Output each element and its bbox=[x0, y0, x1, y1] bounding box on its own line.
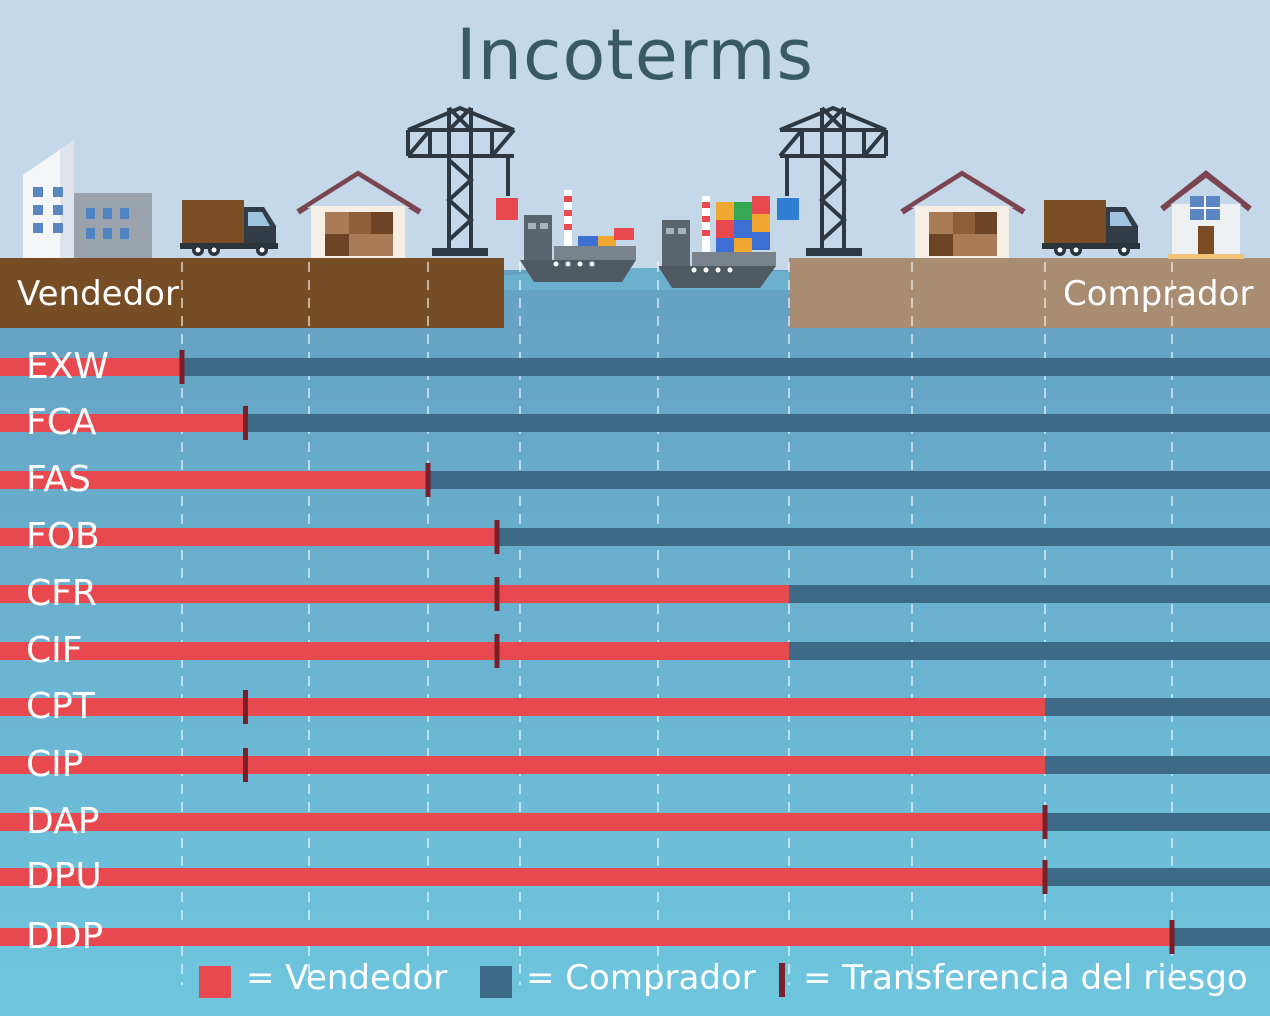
risk-transfer-marker bbox=[494, 520, 500, 554]
incoterm-label-cfr: CFR bbox=[26, 573, 97, 614]
seller-bar bbox=[0, 868, 1045, 886]
office-building-icon bbox=[23, 140, 152, 258]
incoterm-label-fob: FOB bbox=[26, 516, 100, 557]
risk-transfer-marker bbox=[179, 350, 185, 384]
seller-bar bbox=[0, 358, 182, 376]
risk-transfer-marker bbox=[243, 690, 248, 724]
incoterm-label-dpu: DPU bbox=[26, 856, 102, 897]
truck-icon bbox=[1042, 200, 1140, 256]
buyer-label: Comprador bbox=[1063, 274, 1254, 314]
seller-bar bbox=[0, 528, 497, 546]
legend-seller-label: = Vendedor bbox=[246, 958, 448, 998]
seller-bar bbox=[0, 928, 1172, 946]
port-crane-icon bbox=[778, 105, 888, 256]
incoterm-label-cip: CIP bbox=[26, 744, 84, 785]
seller-bar bbox=[0, 756, 1045, 774]
legend-buyer-swatch bbox=[480, 966, 512, 998]
container-ship-icon bbox=[520, 190, 636, 282]
buyer-land bbox=[789, 258, 1270, 328]
house-icon bbox=[1160, 170, 1252, 259]
risk-transfer-marker bbox=[425, 463, 431, 497]
incoterm-label-exw: EXW bbox=[26, 346, 110, 387]
risk-transfer-marker bbox=[243, 406, 248, 440]
risk-transfer-marker bbox=[243, 748, 248, 782]
incoterm-label-cpt: CPT bbox=[26, 686, 95, 727]
risk-transfer-marker bbox=[494, 577, 500, 611]
legend-risk-marker bbox=[779, 963, 785, 997]
seller-bar bbox=[0, 642, 789, 660]
seller-bar bbox=[0, 471, 428, 489]
container-ship-loaded-icon bbox=[658, 196, 776, 288]
buyer-bar bbox=[0, 358, 1270, 376]
hanging-container bbox=[777, 198, 799, 220]
seller-bar bbox=[0, 414, 246, 432]
port-crane-icon bbox=[406, 105, 516, 256]
page-title: Incoterms bbox=[455, 14, 815, 96]
risk-transfer-marker bbox=[1042, 805, 1048, 839]
warehouse-icon bbox=[296, 170, 422, 258]
warehouse-icon bbox=[900, 170, 1026, 258]
seller-bar bbox=[0, 813, 1045, 831]
hanging-container bbox=[496, 198, 518, 220]
incoterm-label-dap: DAP bbox=[26, 801, 100, 842]
seller-label: Vendedor bbox=[17, 274, 179, 314]
incoterm-bars bbox=[0, 350, 1270, 954]
seller-bar bbox=[0, 698, 1045, 716]
legend-buyer-label: = Comprador bbox=[526, 958, 756, 998]
legend-risk-label: = Transferencia del riesgo bbox=[803, 958, 1248, 998]
risk-transfer-marker bbox=[494, 634, 500, 668]
seller-bar bbox=[0, 585, 789, 603]
buyer-bar bbox=[0, 414, 1270, 432]
legend-seller-swatch bbox=[199, 966, 231, 998]
seller-land bbox=[0, 258, 504, 328]
incoterm-label-fca: FCA bbox=[26, 402, 97, 443]
truck-icon bbox=[180, 200, 278, 256]
risk-transfer-marker bbox=[1169, 920, 1175, 954]
incoterm-label-ddp: DDP bbox=[26, 916, 104, 957]
incoterm-label-fas: FAS bbox=[26, 459, 91, 500]
incoterm-label-cif: CIF bbox=[26, 630, 83, 671]
risk-transfer-marker bbox=[1042, 860, 1048, 894]
